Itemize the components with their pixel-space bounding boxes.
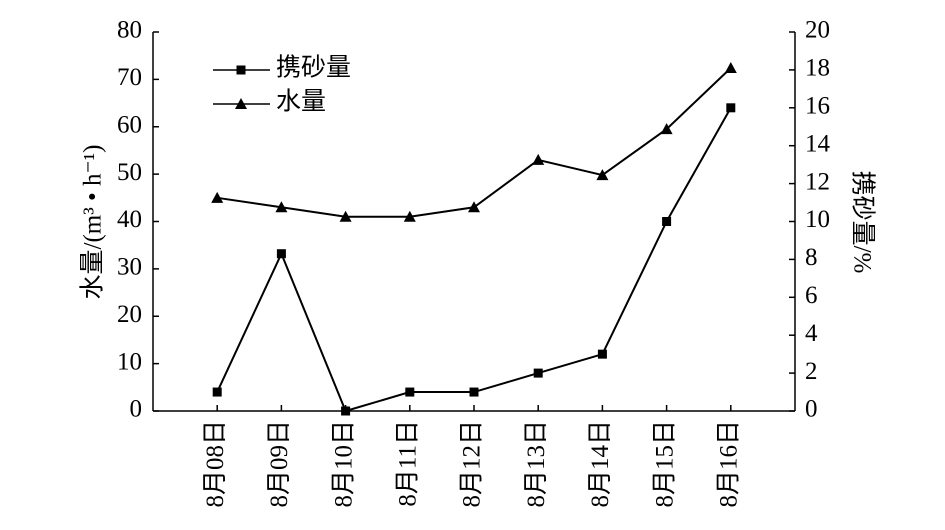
point (275, 201, 288, 213)
legend-marker (235, 98, 247, 109)
y2-tick-label: 20 (805, 17, 830, 44)
y2-tick-label: 18 (805, 55, 830, 82)
y-tick-label: 10 (117, 348, 142, 375)
x-tick-label: 8月12日 (459, 420, 486, 508)
point (211, 191, 224, 203)
point (533, 368, 543, 378)
y-tick-label: 70 (117, 64, 142, 91)
y-tick-label: 0 (130, 396, 143, 423)
x-tick-label: 8月16日 (716, 420, 743, 508)
y2-tick-label: 12 (805, 168, 830, 195)
point (724, 62, 737, 74)
y-tick-label: 50 (117, 159, 142, 186)
legend-label: 水量 (276, 88, 326, 116)
y2-tick-label: 2 (805, 358, 818, 385)
point (596, 169, 609, 181)
x-tick-label: 8月09日 (266, 420, 293, 508)
y2-tick-label: 6 (805, 282, 818, 309)
y-tick-label: 80 (117, 17, 142, 44)
legend-label: 携砂量 (276, 54, 351, 82)
series-line (216, 107, 732, 413)
x-tick-label: 8月11日 (395, 420, 422, 507)
x-tick-label: 8月08日 (202, 420, 229, 508)
point (726, 103, 736, 113)
point (405, 387, 415, 397)
point (597, 349, 607, 359)
y2-tick-label: 4 (805, 320, 818, 347)
y2-tick-label: 14 (805, 130, 831, 157)
point (403, 210, 416, 222)
y2-tick-label: 16 (805, 93, 830, 120)
y-tick-label: 30 (117, 254, 142, 281)
point (662, 217, 672, 226)
point (212, 387, 222, 397)
point (532, 153, 545, 165)
y-axis-label: 水量/(m³ • h⁻¹) (79, 145, 107, 300)
x-tick-label: 8月13日 (523, 420, 550, 508)
y2-tick-label: 8 (805, 244, 818, 271)
x-tick-label: 8月15日 (651, 420, 678, 508)
y-tick-label: 60 (117, 111, 142, 138)
y-tick-label: 20 (117, 301, 142, 328)
point (660, 123, 673, 135)
y2-tick-label: 10 (805, 206, 830, 233)
y-tick-label: 40 (117, 206, 142, 233)
point (468, 201, 480, 213)
point (339, 210, 352, 222)
point (341, 406, 351, 416)
point (469, 387, 479, 397)
y2-tick-label: 0 (805, 396, 818, 423)
y2-axis-label: 携砂量/% (848, 171, 876, 274)
legend-marker (236, 65, 246, 75)
x-tick-label: 8月10日 (330, 420, 357, 508)
x-tick-label: 8月14日 (587, 420, 614, 508)
point (276, 249, 286, 259)
